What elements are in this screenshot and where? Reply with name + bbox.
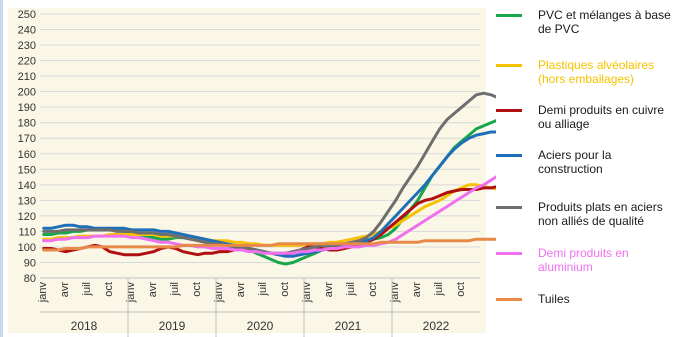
series-line-5: [42, 175, 496, 255]
y-tick-label-220: 220: [18, 56, 36, 68]
x-tick-label-oct-15: oct: [367, 282, 379, 297]
y-tick-label-110: 110: [18, 226, 36, 238]
x-tick-label-janv-12: janv: [301, 282, 313, 304]
legend-swatch-6: [496, 298, 522, 301]
legend-swatch-4: [496, 206, 522, 209]
y-tick-label-230: 230: [18, 40, 36, 52]
x-tick-label-avr-17: avr: [411, 282, 423, 298]
series-line-3: [42, 130, 496, 258]
year-label-2022: 2022: [423, 319, 450, 333]
grid-lines: [40, 13, 480, 279]
legend-label-6: Tuiles: [538, 292, 570, 306]
y-tick-label-200: 200: [18, 87, 36, 99]
y-axis-ticks: 80 90 100 110 120 130 140 150 160 170 180 190 200 210…: [18, 9, 36, 285]
legend-label-4: Produits plats en aciers non alliés de q…: [538, 200, 663, 228]
x-tick-label-juil-18: juil: [433, 282, 445, 296]
legend-label-3: Aciers pour la construction: [538, 148, 612, 176]
x-tick-label-oct-7: oct: [191, 282, 203, 297]
legend-label-0: PVC et mélanges à base de PVC: [538, 8, 671, 36]
y-tick-label-160: 160: [18, 149, 36, 161]
x-tick-label-avr-1: avr: [59, 282, 71, 298]
x-tick-label-avr-5: avr: [147, 282, 159, 298]
year-label-2018: 2018: [71, 319, 98, 333]
y-tick-label-80: 80: [24, 273, 36, 285]
y-tick-label-180: 180: [18, 118, 36, 130]
legend-swatch-2: [496, 109, 522, 112]
line-chart: 80 90 100 110 120 130 140 150 160 170 180 190 200 210…: [18, 9, 496, 337]
x-tick-label-janv-8: janv: [213, 282, 225, 304]
legend-swatch-0: [496, 14, 522, 17]
year-label-2019: 2019: [159, 319, 186, 333]
y-tick-label-140: 140: [18, 180, 36, 192]
y-tick-label-100: 100: [18, 242, 36, 254]
x-tick-label-juil-2: juil: [81, 282, 93, 296]
legend-swatch-1: [496, 64, 522, 67]
x-tick-label-avr-13: avr: [323, 282, 335, 298]
x-tick-label-oct-19: oct: [455, 282, 467, 297]
x-tick-label-janv-16: janv: [389, 282, 401, 304]
year-label-2021: 2021: [335, 319, 362, 333]
y-tick-label-90: 90: [24, 257, 36, 269]
legend: PVC et mélanges à base de PVC Plastiques …: [496, 0, 679, 337]
x-tick-label-juil-14: juil: [345, 282, 357, 296]
x-tick-label-juil-6: juil: [169, 282, 181, 296]
legend-label-2: Demi produits en cuivre ou alliage: [538, 103, 665, 131]
y-tick-label-190: 190: [18, 102, 36, 114]
series-line-6: [42, 237, 496, 252]
legend-swatch-3: [496, 154, 522, 157]
y-tick-label-210: 210: [18, 71, 36, 83]
y-tick-label-170: 170: [18, 133, 36, 145]
x-tick-label-avr-9: avr: [235, 282, 247, 298]
x-tick-label-janv-0: janv: [37, 282, 49, 304]
x-axis: janv avr juil oct janv avr juil oct janv avr juil o…: [37, 277, 480, 337]
plot-background: [8, 8, 486, 333]
y-tick-label-250: 250: [18, 9, 36, 21]
window-edge: [0, 0, 3, 337]
x-tick-label-oct-11: oct: [279, 282, 291, 297]
x-tick-label-janv-4: janv: [125, 282, 137, 304]
year-label-2020: 2020: [247, 319, 274, 333]
series-lines: [42, 91, 496, 266]
x-tick-label-oct-3: oct: [103, 282, 115, 297]
legend-label-1: Plastiques alvéolaires (hors emballages): [538, 58, 655, 86]
x-tick-label-juil-10: juil: [257, 282, 269, 296]
legend-swatch-5: [496, 252, 522, 255]
y-tick-label-240: 240: [18, 25, 36, 37]
legend-label-5: Demi produits en aluminium: [538, 246, 629, 274]
y-tick-label-120: 120: [18, 211, 36, 223]
y-tick-label-130: 130: [18, 195, 36, 207]
series-line-4: [42, 91, 496, 255]
y-tick-label-150: 150: [18, 164, 36, 176]
